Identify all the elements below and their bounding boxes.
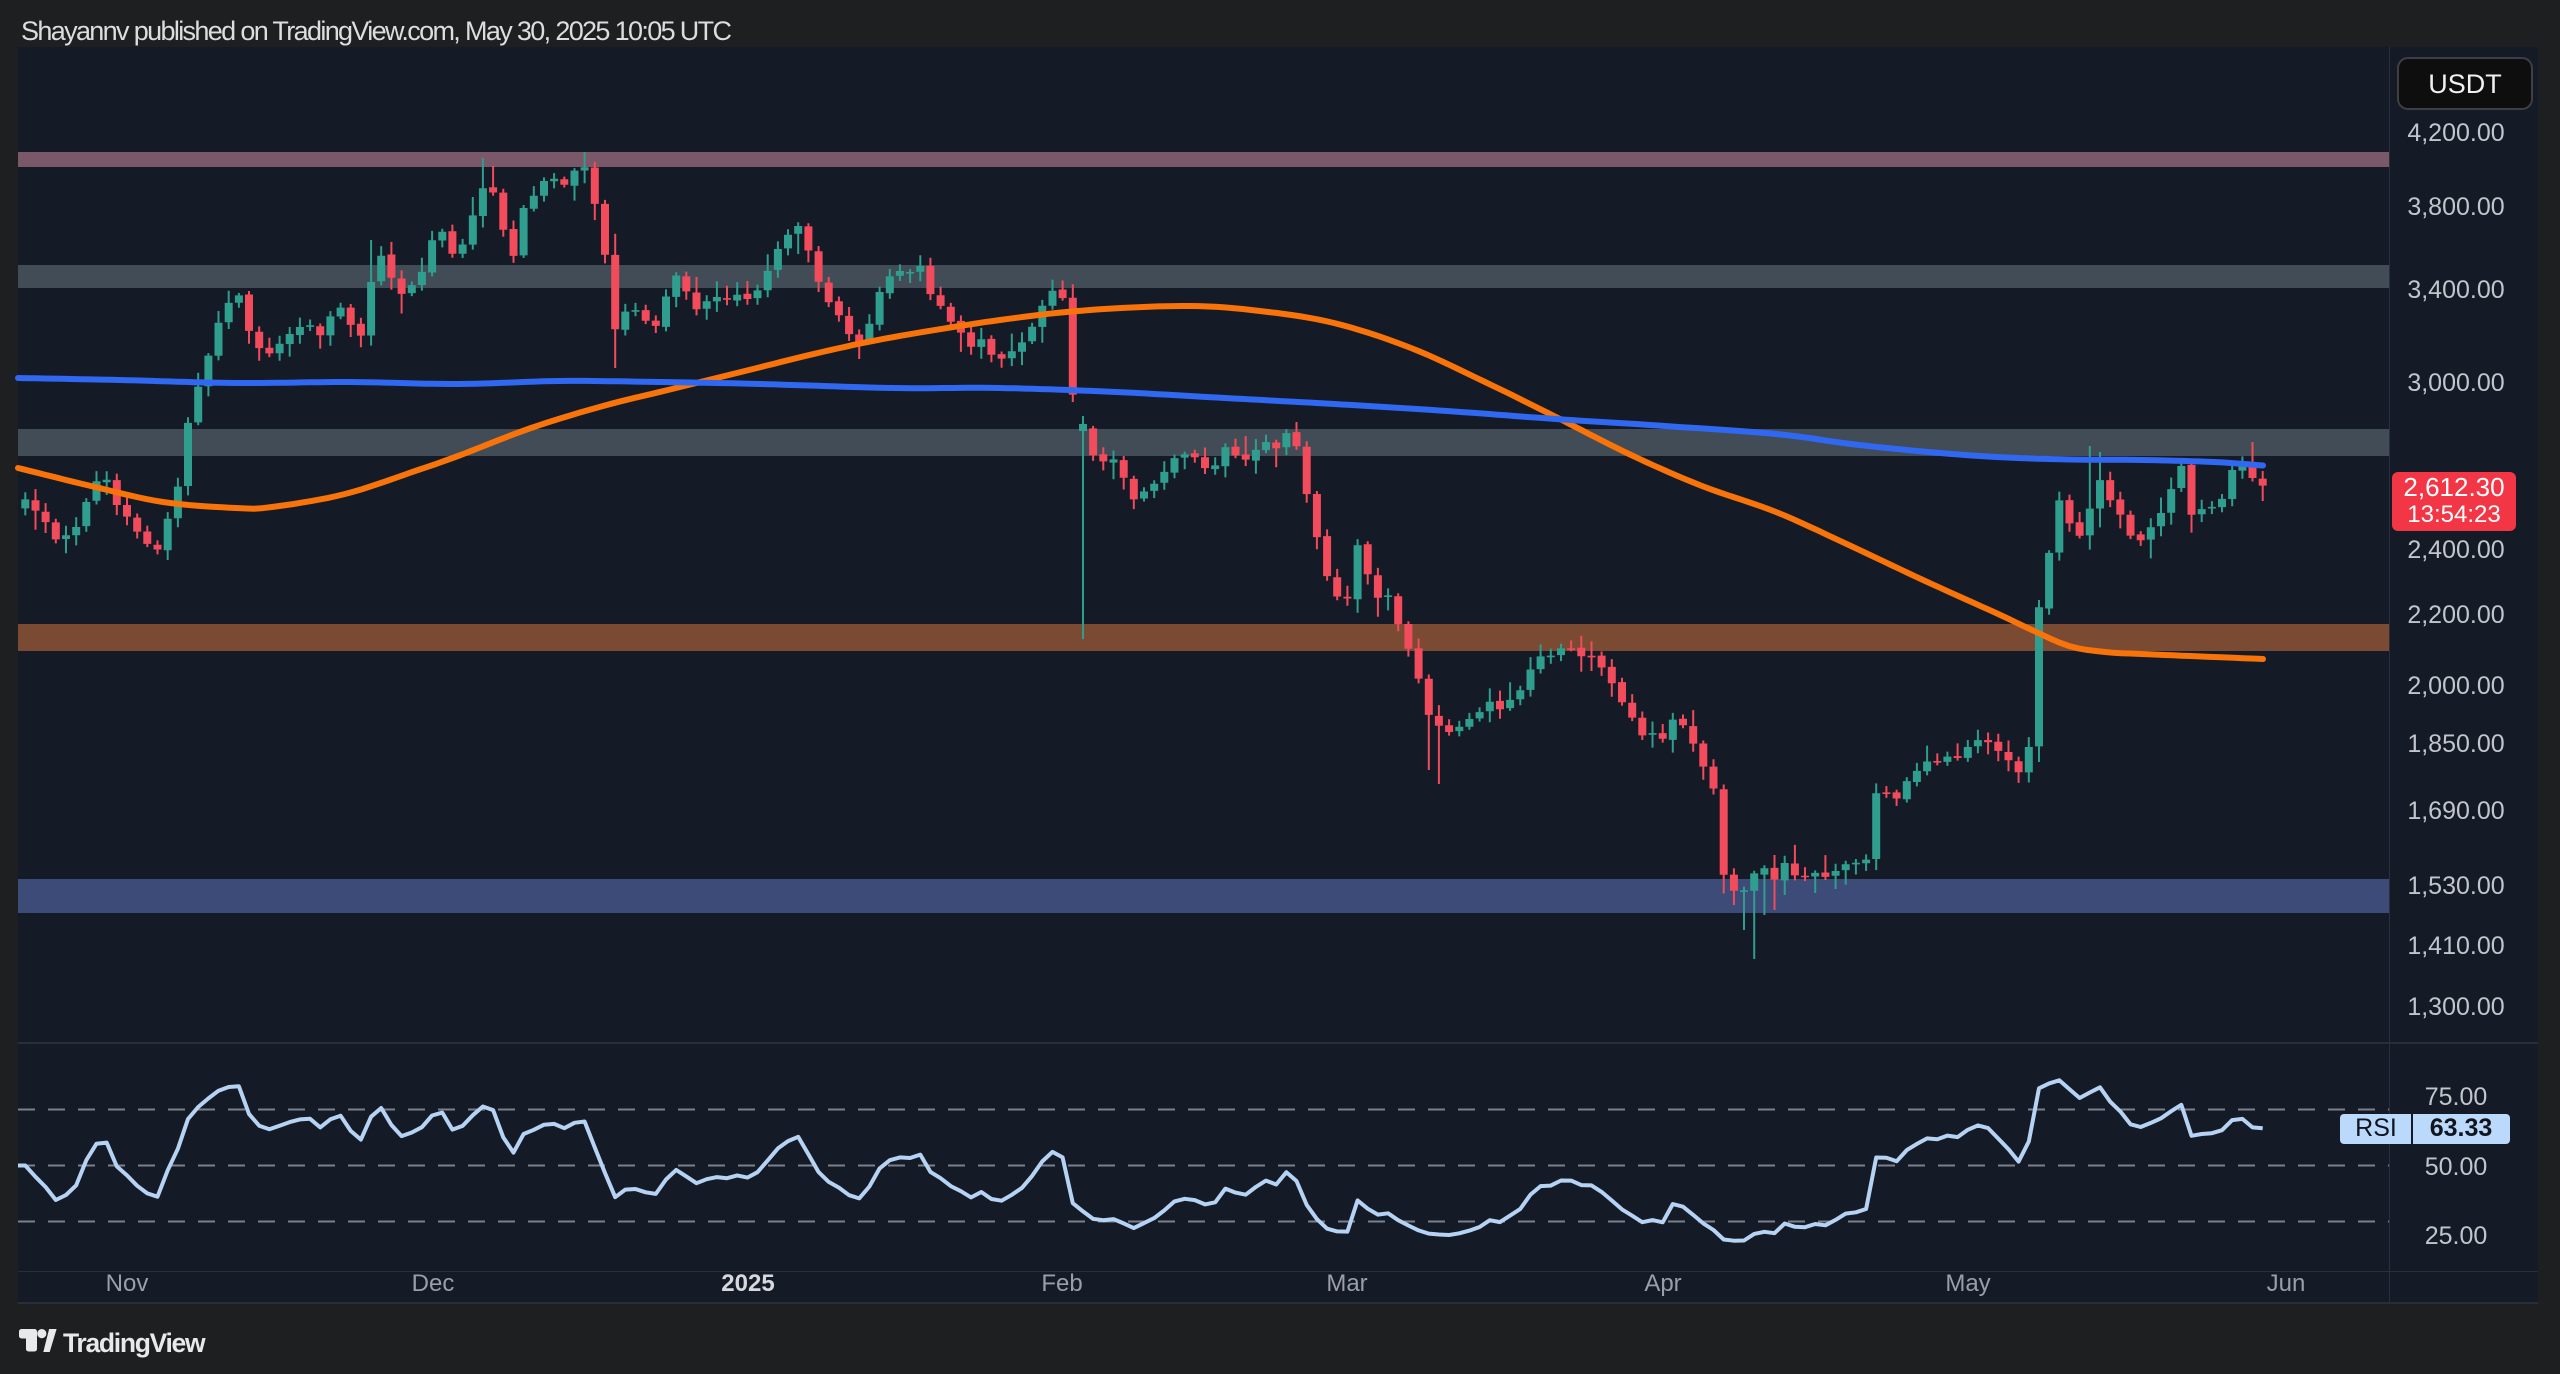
svg-text:4,200.00: 4,200.00	[2407, 119, 2504, 147]
svg-text:1,850.00: 1,850.00	[2407, 730, 2504, 758]
svg-text:1,690.00: 1,690.00	[2407, 797, 2504, 825]
svg-text:Jun: Jun	[2267, 1270, 2306, 1297]
svg-text:1,530.00: 1,530.00	[2407, 872, 2504, 900]
svg-text:Feb: Feb	[1041, 1270, 1082, 1297]
svg-text:1,410.00: 1,410.00	[2407, 932, 2504, 960]
svg-text:50.00: 50.00	[2425, 1153, 2488, 1181]
svg-text:Dec: Dec	[412, 1270, 455, 1297]
svg-text:Mar: Mar	[1326, 1270, 1367, 1297]
svg-text:2025: 2025	[721, 1270, 774, 1297]
svg-text:13:54:23: 13:54:23	[2407, 501, 2500, 528]
svg-text:25.00: 25.00	[2425, 1222, 2488, 1250]
svg-text:2,400.00: 2,400.00	[2407, 536, 2504, 564]
svg-text:2,200.00: 2,200.00	[2407, 601, 2504, 629]
svg-text:63.33: 63.33	[2430, 1114, 2493, 1142]
svg-text:75.00: 75.00	[2425, 1083, 2488, 1111]
svg-text:3,400.00: 3,400.00	[2407, 276, 2504, 304]
svg-text:TradingView: TradingView	[63, 1328, 206, 1358]
svg-text:2,000.00: 2,000.00	[2407, 672, 2504, 700]
svg-text:Shayannv published on TradingV: Shayannv published on TradingView.com, M…	[21, 16, 732, 46]
svg-text:Apr: Apr	[1644, 1270, 1681, 1297]
svg-text:3,800.00: 3,800.00	[2407, 193, 2504, 221]
svg-text:2,612.30: 2,612.30	[2403, 472, 2504, 502]
svg-text:3,000.00: 3,000.00	[2407, 369, 2504, 397]
svg-text:USDT: USDT	[2428, 69, 2502, 99]
svg-text:May: May	[1945, 1270, 1990, 1297]
svg-text:RSI: RSI	[2355, 1114, 2397, 1142]
svg-text:1,300.00: 1,300.00	[2407, 993, 2504, 1021]
svg-text:Nov: Nov	[106, 1270, 149, 1297]
